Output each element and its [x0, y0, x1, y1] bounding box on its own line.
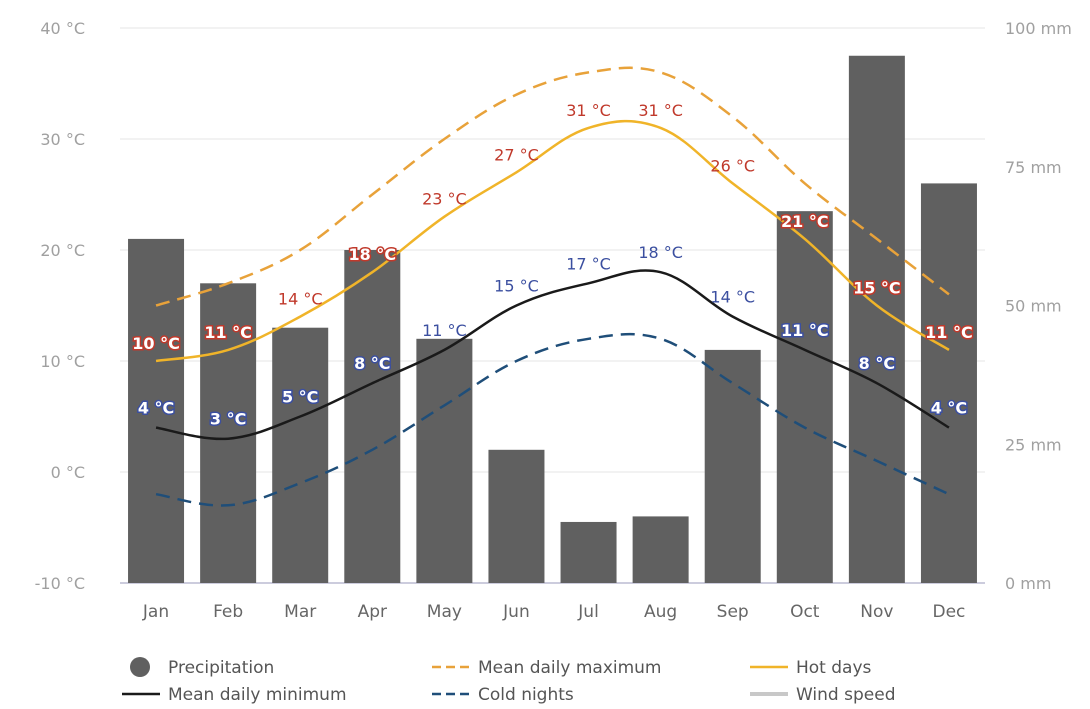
y-right-tick: 0 mm	[1005, 574, 1051, 593]
min-label-feb: 3 °C	[210, 410, 246, 429]
max-label-mar: 14 °C	[278, 290, 323, 309]
x-axis: Jan Feb Mar Apr May Jun Jul Aug Sep Oct Nov Dec	[142, 602, 965, 622]
max-label-jan: 10 °C	[132, 334, 180, 353]
legend-item-wind-speed: Wind speed	[750, 685, 896, 705]
y-left-tick: 0 °C	[51, 463, 85, 482]
legend-item-mean-daily-minimum: Mean daily minimum	[122, 685, 347, 705]
min-label-aug: 18 °C	[638, 243, 683, 262]
max-label-nov: 15 °C	[853, 279, 901, 298]
legend-item-mean-daily-maximum: Mean daily maximum	[432, 658, 662, 678]
y-right-tick: 25 mm	[1005, 435, 1062, 454]
max-label-dec: 11 °C	[925, 323, 973, 342]
max-label-feb: 11 °C	[204, 323, 252, 342]
precipitation-bar-sep	[705, 350, 761, 583]
x-tick-jun: Jun	[502, 602, 530, 622]
x-tick-sep: Sep	[717, 602, 749, 622]
legend-label: Mean daily minimum	[168, 685, 347, 705]
max-label-jul: 31 °C	[566, 101, 611, 120]
x-tick-apr: Apr	[358, 602, 387, 622]
max-label-aug: 31 °C	[638, 101, 683, 120]
y-right-tick: 100 mm	[1005, 19, 1072, 38]
max-label-jun: 27 °C	[494, 145, 539, 164]
y-axis-left: -10 °C 0 °C 10 °C 20 °C 30 °C 40 °C	[35, 19, 85, 593]
max-label-apr: 18 °C	[349, 245, 397, 264]
legend-label: Cold nights	[478, 685, 574, 705]
legend-label: Precipitation	[168, 658, 274, 678]
x-tick-jan: Jan	[142, 602, 169, 622]
min-label-jun: 15 °C	[494, 277, 539, 296]
y-left-tick: 10 °C	[40, 352, 85, 371]
min-label-jan: 4 °C	[138, 399, 174, 418]
y-left-tick: 40 °C	[40, 19, 85, 38]
legend-label: Wind speed	[796, 685, 896, 705]
min-label-nov: 8 °C	[859, 354, 895, 373]
legend-label: Hot days	[796, 658, 872, 678]
precipitation-bar-jul	[561, 522, 617, 583]
y-axis-right: 0 mm 25 mm 50 mm 75 mm 100 mm	[1005, 19, 1072, 593]
legend-label: Mean daily maximum	[478, 658, 662, 678]
max-label-may: 23 °C	[422, 190, 467, 209]
x-tick-oct: Oct	[790, 602, 820, 622]
min-label-apr: 8 °C	[354, 354, 390, 373]
precipitation-bar-may	[416, 339, 472, 583]
precipitation-bar-dec	[921, 183, 977, 583]
precipitation-bar-aug	[633, 516, 689, 583]
y-right-tick: 50 mm	[1005, 297, 1062, 316]
x-tick-aug: Aug	[644, 602, 677, 622]
y-left-tick: -10 °C	[35, 574, 85, 593]
x-tick-dec: Dec	[933, 602, 966, 622]
legend-item-hot-days: Hot days	[750, 658, 872, 678]
min-label-sep: 14 °C	[710, 288, 755, 307]
y-left-tick: 20 °C	[40, 241, 85, 260]
min-label-dec: 4 °C	[931, 399, 967, 418]
precipitation-bar-mar	[272, 328, 328, 583]
min-label-oct: 11 °C	[781, 321, 829, 340]
precipitation-bars	[128, 56, 977, 583]
x-tick-feb: Feb	[213, 602, 243, 622]
legend: Precipitation Mean daily maximum Hot days M…	[122, 657, 896, 705]
precipitation-bar-oct	[777, 211, 833, 583]
max-label-oct: 21 °C	[781, 212, 829, 231]
y-right-tick: 75 mm	[1005, 158, 1062, 177]
min-label-may: 11 °C	[422, 321, 467, 340]
legend-swatch	[130, 657, 150, 677]
x-tick-nov: Nov	[860, 602, 893, 622]
legend-item-cold-nights: Cold nights	[432, 685, 574, 705]
x-tick-jul: Jul	[577, 602, 599, 622]
precipitation-bar-apr	[344, 250, 400, 583]
precipitation-bar-jun	[488, 450, 544, 583]
x-tick-mar: Mar	[284, 602, 316, 622]
max-label-sep: 26 °C	[710, 156, 755, 175]
data-labels: 10 °C 11 °C 14 °C 18 °C 23 °C 27 °C 31 °C 31 °C…	[132, 101, 972, 429]
min-label-mar: 5 °C	[282, 388, 318, 407]
x-tick-may: May	[427, 602, 462, 622]
legend-item-precipitation: Precipitation	[130, 657, 274, 678]
y-left-tick: 30 °C	[40, 130, 85, 149]
min-label-jul: 17 °C	[566, 254, 611, 273]
